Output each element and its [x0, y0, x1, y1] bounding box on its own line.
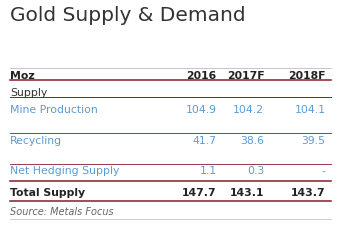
- Text: Supply: Supply: [10, 88, 47, 98]
- Text: Net Hedging Supply: Net Hedging Supply: [10, 165, 120, 175]
- Text: 147.7: 147.7: [182, 187, 217, 197]
- Text: 104.9: 104.9: [186, 105, 217, 115]
- Text: Recycling: Recycling: [10, 135, 62, 145]
- Text: 143.7: 143.7: [291, 187, 326, 197]
- Text: Gold Supply & Demand: Gold Supply & Demand: [10, 6, 246, 25]
- Text: 104.1: 104.1: [295, 105, 326, 115]
- Text: 1.1: 1.1: [199, 165, 217, 175]
- Text: 104.2: 104.2: [233, 105, 264, 115]
- Text: -: -: [322, 165, 326, 175]
- Text: 2018F: 2018F: [288, 71, 326, 81]
- Text: Total Supply: Total Supply: [10, 187, 85, 197]
- Text: 2017F: 2017F: [227, 71, 264, 81]
- Text: 0.3: 0.3: [247, 165, 264, 175]
- Text: Moz: Moz: [10, 71, 35, 81]
- Text: 38.6: 38.6: [240, 135, 264, 145]
- Text: 41.7: 41.7: [193, 135, 217, 145]
- Text: Source: Metals Focus: Source: Metals Focus: [10, 206, 114, 216]
- Text: Mine Production: Mine Production: [10, 105, 98, 115]
- Text: 39.5: 39.5: [302, 135, 326, 145]
- Text: 2016: 2016: [186, 71, 217, 81]
- Text: 143.1: 143.1: [230, 187, 264, 197]
